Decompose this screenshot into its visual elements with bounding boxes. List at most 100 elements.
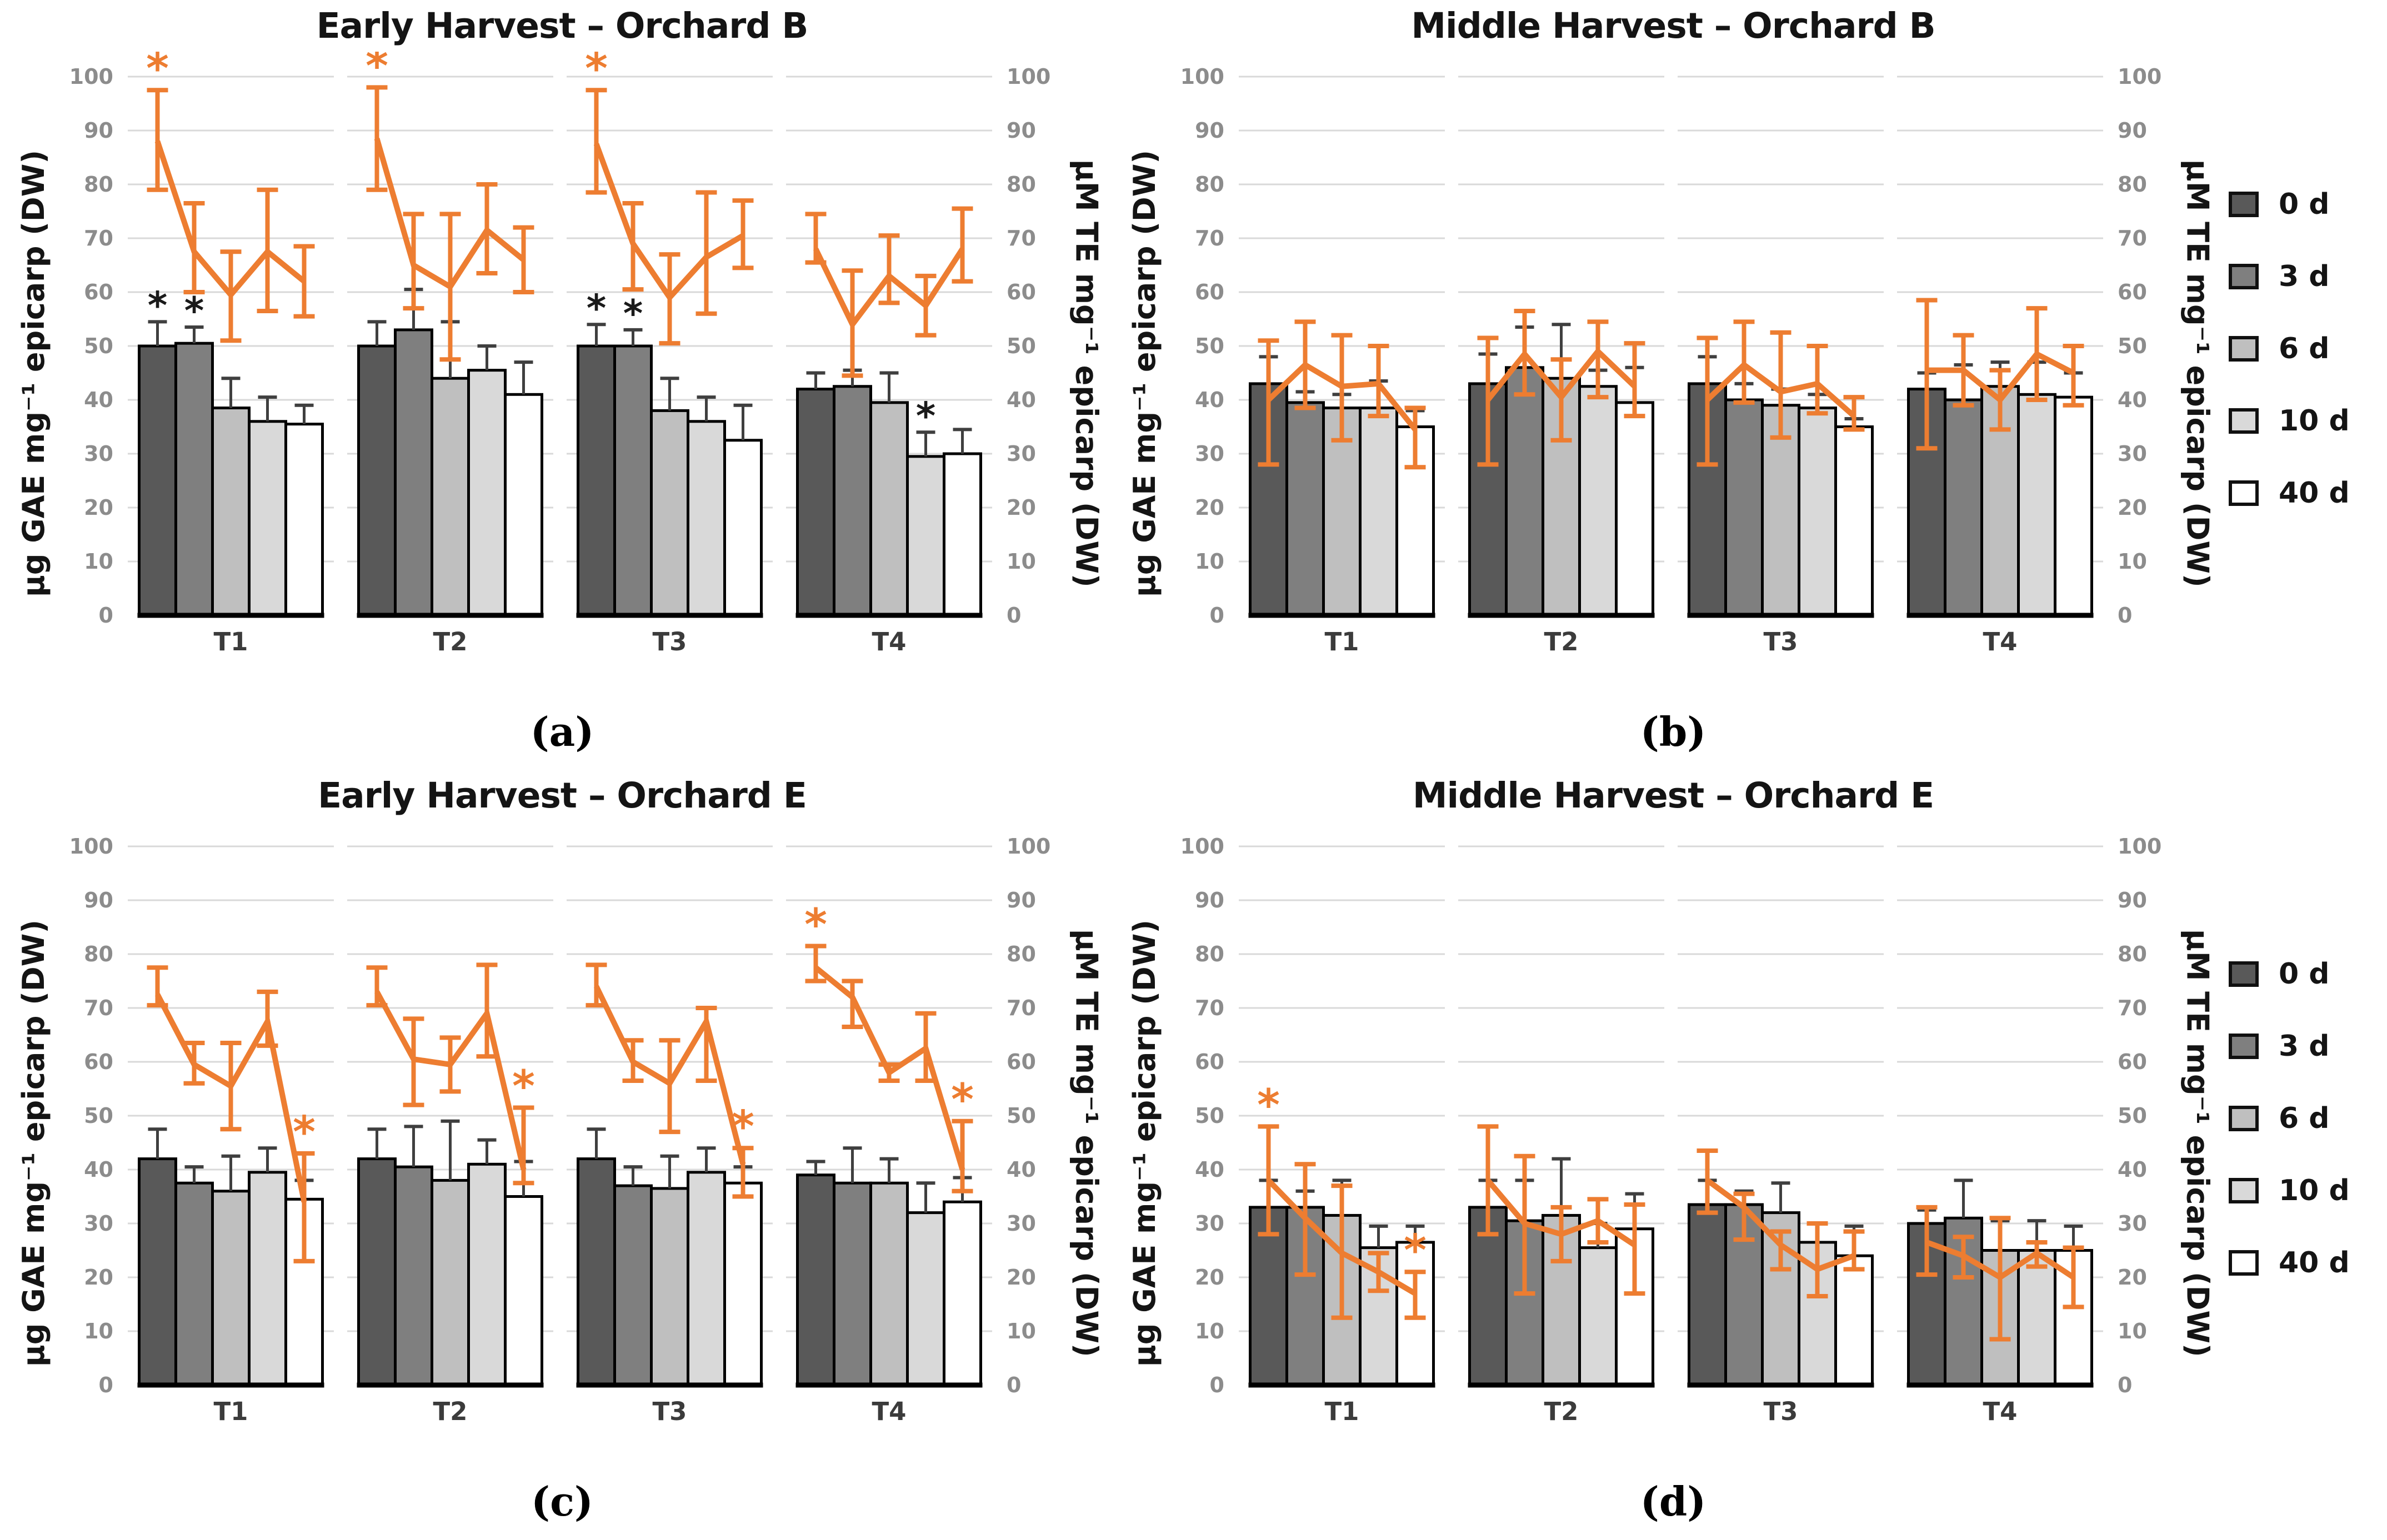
y-axis-label-right: µM TE mg⁻¹ epicarp (DW) — [1069, 159, 1104, 588]
y-axis-label-right: µM TE mg⁻¹ epicarp (DW) — [1069, 929, 1104, 1358]
antioxidant-line — [1266, 1178, 1417, 1296]
y-tick-label-left: 50 — [1195, 1103, 1224, 1128]
legend-item: 10 d — [2229, 1174, 2387, 1207]
y-tick-label-right: 30 — [2118, 442, 2147, 466]
y-tick-label-left: 90 — [1195, 888, 1224, 912]
antioxidant-line — [1705, 361, 1856, 418]
y-tick-label-right: 30 — [2118, 1211, 2147, 1236]
antioxidant-line — [594, 985, 746, 1165]
y-tick-label-right: 90 — [2118, 888, 2147, 912]
y-tick-label-right: 70 — [1007, 226, 1036, 250]
bar — [467, 1162, 507, 1387]
significance-star-line: * — [951, 1075, 974, 1125]
y-tick-label-left: 40 — [84, 388, 113, 412]
y-tick-label-left: 0 — [1210, 603, 1224, 628]
y-tick-label-right: 20 — [1007, 1265, 1036, 1290]
y-tick-label-left: 10 — [1195, 549, 1224, 574]
y-tick-label-right: 40 — [1007, 1157, 1036, 1182]
y-tick-label-right: 0 — [1007, 1373, 1021, 1397]
y-tick-label-left: 80 — [1195, 172, 1224, 197]
antioxidant-line — [593, 143, 745, 302]
y-tick-label-right: 0 — [2118, 1373, 2132, 1397]
bar — [1834, 425, 1874, 617]
category-label: T4 — [872, 627, 906, 656]
legend-item: 40 d — [2229, 1246, 2387, 1280]
legend-swatch-icon — [2229, 961, 2259, 987]
significance-star-line: * — [146, 52, 169, 94]
bar — [1761, 403, 1800, 617]
right-axis-label-column: µM TE mg⁻¹ epicarp (DW) — [2171, 821, 2224, 1466]
y-tick-label-right: 70 — [2118, 226, 2147, 250]
antioxidant-line — [1705, 1178, 1855, 1272]
legend-label: 3 d — [2279, 1030, 2330, 1063]
significance-star-line: * — [366, 52, 388, 92]
y-tick-label-left: 100 — [69, 834, 113, 859]
legend-swatch-icon — [2229, 1034, 2259, 1059]
category-label: T1 — [1324, 1397, 1359, 1426]
y-tick-label-right: 50 — [1007, 1103, 1036, 1128]
y-tick-label-right: 10 — [1007, 549, 1036, 574]
significance-star-bar: * — [623, 292, 643, 336]
y-tick-label-left: 50 — [84, 334, 113, 358]
category-label: T1 — [213, 1397, 248, 1426]
bar — [174, 1181, 214, 1387]
antioxidant-line — [1485, 347, 1637, 402]
y-tick-label-left: 80 — [84, 172, 113, 197]
y-tick-label-left: 90 — [1195, 118, 1224, 143]
significance-star-bar: * — [916, 394, 936, 438]
bar — [394, 328, 433, 617]
legend-label: 40 d — [2279, 476, 2350, 510]
bar — [1724, 398, 1764, 617]
y-tick-label-right: 100 — [2118, 834, 2161, 859]
chart-row: µg GAE mg⁻¹ epicarp (DW) * * * * * * * * T1 T2 T3 T… — [7, 52, 1118, 696]
y-tick-label-left: 30 — [84, 1211, 113, 1236]
y-tick-label-right: 60 — [2118, 1050, 2147, 1074]
left-axis-label-column: µg GAE mg⁻¹ epicarp (DW) — [1118, 821, 1171, 1466]
antioxidant-line — [154, 140, 306, 299]
bar — [723, 1181, 763, 1387]
panel-c: Early Harvest – Orchard E µg GAE mg⁻¹ ep… — [7, 770, 1118, 1539]
category-label: T4 — [872, 1397, 906, 1426]
y-axis-label-left: µg GAE mg⁻¹ epicarp (DW) — [1127, 920, 1162, 1367]
panel-caption: (b) — [1640, 708, 1707, 755]
panel-caption: (c) — [531, 1477, 593, 1525]
bar — [1505, 366, 1544, 617]
antioxidant-line — [1926, 350, 2075, 404]
panel-caption: (d) — [1640, 1477, 1707, 1525]
y-tick-label-right: 50 — [2118, 1103, 2147, 1128]
category-label: T3 — [1763, 627, 1798, 656]
bar — [1798, 406, 1837, 617]
y-tick-label-right: 40 — [1007, 388, 1036, 412]
bar — [1285, 401, 1325, 617]
bar — [1578, 1246, 1618, 1387]
y-tick-label-left: 40 — [84, 1157, 113, 1182]
panel-d: Middle Harvest – Orchard E µg GAE mg⁻¹ e… — [1118, 770, 2229, 1539]
y-tick-label-left: 20 — [1195, 495, 1224, 520]
y-tick-label-left: 60 — [1195, 280, 1224, 304]
antioxidant-line — [813, 247, 965, 330]
legend-label: 0 d — [2279, 188, 2330, 221]
bar — [174, 342, 214, 617]
legend-label: 40 d — [2279, 1246, 2350, 1280]
chart-row: µg GAE mg⁻¹ epicarp (DW) * * T1 T2 T3 T4 0 0 10 1… — [1118, 821, 2229, 1466]
chart-d: * * T1 T2 T3 T4 0 0 10 10 20 20 30 30 40 40 50 50 60 60 70 70… — [1180, 834, 2162, 1426]
y-tick-label-left: 70 — [1195, 996, 1224, 1020]
antioxidant-line — [155, 993, 307, 1202]
y-tick-label-left: 10 — [84, 1319, 113, 1343]
bar — [1615, 401, 1654, 617]
category-label: T3 — [1763, 1397, 1798, 1426]
y-tick-label-right: 70 — [2118, 996, 2147, 1020]
bar — [431, 1178, 470, 1387]
antioxidant-line — [1485, 1178, 1637, 1247]
significance-star-line: * — [1404, 1226, 1427, 1276]
category-label: T1 — [213, 627, 248, 656]
significance-star-line: * — [732, 1102, 754, 1152]
bar — [796, 387, 835, 617]
y-tick-label-left: 20 — [84, 495, 113, 520]
category-label: T2 — [1544, 627, 1578, 656]
bar — [1834, 1254, 1874, 1387]
y-tick-label-right: 80 — [2118, 172, 2147, 197]
y-axis-label-right: µM TE mg⁻¹ epicarp (DW) — [2180, 929, 2215, 1358]
y-tick-label-left: 0 — [99, 603, 113, 628]
bar — [650, 409, 689, 617]
